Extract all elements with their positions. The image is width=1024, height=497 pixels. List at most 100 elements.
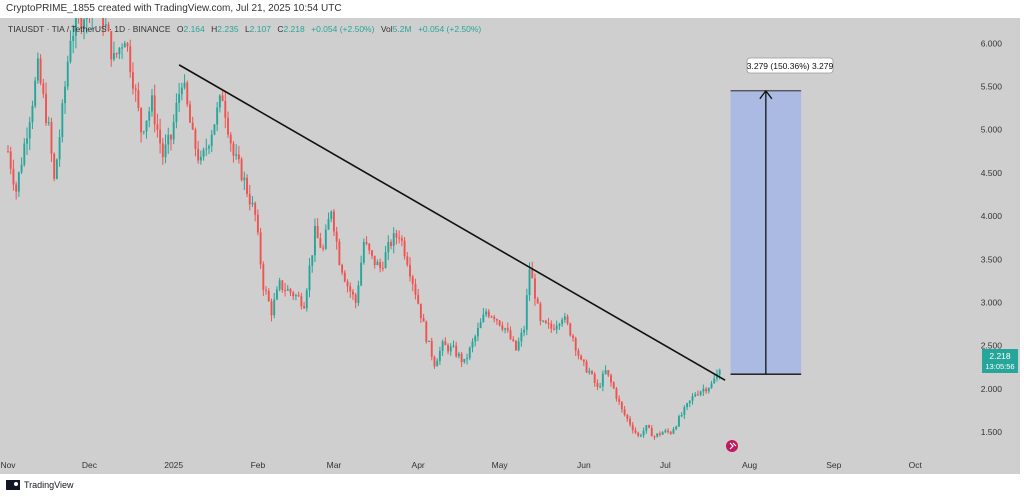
open-value: 2.164: [183, 24, 205, 34]
candle-body: [645, 425, 648, 431]
candle-body: [131, 72, 134, 89]
candle-body: [289, 288, 292, 293]
candle-body: [550, 323, 553, 329]
candle-body: [544, 320, 547, 324]
candle-body: [384, 252, 387, 268]
low-label: L: [245, 24, 250, 34]
candle-body: [362, 242, 365, 263]
candle-body: [656, 433, 659, 437]
candle-body: [599, 386, 602, 388]
volume-value: 5.2M: [393, 24, 412, 34]
candle-body: [9, 151, 12, 169]
candle-body: [610, 375, 612, 383]
drawing-overlays: [178, 64, 802, 381]
brand[interactable]: TradingView: [6, 480, 74, 490]
target-arrow-head: [759, 89, 773, 100]
candle-body: [626, 414, 629, 419]
candle-body: [482, 314, 485, 323]
candle-body: [102, 18, 105, 26]
measure-label-box[interactable]: 3.279 (150.36%) 3.279: [746, 57, 834, 74]
candle-body: [227, 117, 229, 135]
candle-body: [142, 131, 145, 133]
candle-body: [476, 327, 479, 337]
candle-body: [178, 94, 181, 103]
candle-body: [45, 93, 47, 124]
low-value: 2.107: [250, 24, 272, 34]
footer-bar: TradingView: [0, 476, 1024, 497]
candle-body: [696, 394, 699, 396]
candle-body: [175, 102, 178, 123]
events-icon-circle: [726, 440, 738, 452]
price-tag-countdown: 13:05:56: [985, 362, 1014, 371]
high-value: 2.235: [217, 24, 239, 34]
candle-body: [577, 350, 580, 356]
candle-body: [180, 87, 183, 95]
candle-body: [686, 403, 689, 408]
candle-body: [270, 301, 273, 316]
candle-body: [360, 262, 363, 286]
candle-body: [161, 143, 164, 158]
candle-body: [107, 24, 110, 32]
candle-body: [265, 289, 267, 291]
price-tag-bg: [982, 349, 1018, 373]
candle-body: [680, 414, 683, 417]
candle-body: [294, 295, 297, 297]
price-chart[interactable]: 6.000 5.500 5.000 4.500 4.000 3.500 3.000 2.500…: [0, 18, 1020, 474]
candle-body: [639, 435, 642, 437]
candle-body: [335, 231, 338, 242]
candle-body: [273, 299, 276, 316]
candle-body: [650, 427, 653, 437]
candle-body: [262, 264, 265, 290]
candle-body: [648, 425, 650, 428]
symbol-label: TIAUSDT · TIA / TetherUS · 1D · BINANCE: [8, 24, 171, 34]
events-icon[interactable]: [726, 440, 738, 452]
candle-body: [631, 424, 634, 431]
candle-body: [80, 18, 83, 30]
candle-body: [330, 211, 333, 220]
candle-body: [607, 370, 610, 376]
candle-body: [69, 40, 72, 62]
candle-body: [115, 53, 118, 55]
candle-body: [352, 291, 354, 295]
candle-body: [327, 219, 330, 230]
candle-body: [256, 214, 259, 233]
chart-panel[interactable]: 6.000 5.500 5.000 4.500 4.000 3.500 3.000 2.500…: [0, 18, 1020, 474]
candle-body: [118, 47, 121, 55]
candle-body: [471, 341, 474, 348]
candle-body: [371, 250, 373, 256]
candle-body: [278, 280, 281, 290]
candle-body: [417, 294, 420, 304]
candle-body: [474, 336, 477, 342]
candle-body: [205, 148, 208, 150]
price-axis: 6.000 5.500 5.000 4.500 4.000 3.500 3.000 2.500…: [981, 38, 1003, 437]
candle-body: [569, 323, 572, 336]
candle-body: [170, 134, 172, 140]
candle-body: [498, 320, 501, 326]
x-tick-label: Aug: [742, 460, 757, 470]
candle-body: [121, 47, 124, 49]
candle-body: [368, 243, 371, 251]
legend-header: TIAUSDT · TIA / TetherUS · 1D · BINANCE …: [8, 24, 481, 34]
candle-body: [677, 416, 680, 427]
candle-body: [683, 407, 686, 415]
candle-body: [167, 134, 170, 145]
events-icon-glyph: [729, 442, 737, 450]
candle-body: [390, 241, 392, 246]
candle-body: [591, 370, 593, 374]
candle-body: [338, 241, 341, 265]
candle-body: [319, 238, 322, 248]
candle-body: [259, 232, 262, 265]
candle-body: [66, 61, 69, 87]
candle-body: [357, 285, 360, 303]
candle-body: [376, 262, 379, 266]
candle-body: [251, 202, 254, 205]
candle-body: [53, 153, 56, 179]
candle-body: [710, 383, 713, 388]
candle-body: [406, 256, 409, 265]
candle-body: [509, 330, 512, 340]
candle-body: [642, 430, 645, 436]
candle-body: [191, 122, 194, 130]
candle-body: [555, 325, 558, 330]
x-tick-label: Feb: [251, 460, 266, 470]
candle-body: [74, 18, 77, 36]
